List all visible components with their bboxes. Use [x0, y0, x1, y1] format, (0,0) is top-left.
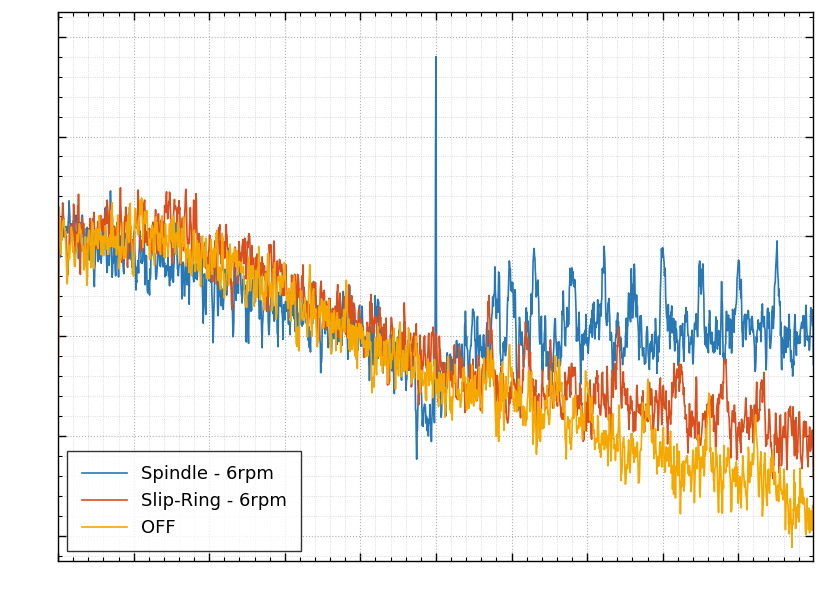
- Slip-Ring - 6rpm: [768, 475, 778, 482]
- Slip-Ring - 6rpm: [421, 362, 431, 369]
- Slip-Ring - 6rpm: [91, 241, 101, 248]
- OFF: [421, 396, 431, 404]
- Slip-Ring - 6rpm: [401, 351, 411, 358]
- Spindle - 6rpm: [91, 225, 101, 232]
- OFF: [648, 426, 658, 433]
- OFF: [787, 516, 797, 523]
- Slip-Ring - 6rpm: [808, 474, 818, 481]
- Spindle - 6rpm: [787, 364, 797, 371]
- Line: Spindle - 6rpm: Spindle - 6rpm: [58, 57, 813, 459]
- Spindle - 6rpm: [648, 346, 658, 353]
- Line: Slip-Ring - 6rpm: Slip-Ring - 6rpm: [58, 188, 813, 478]
- OFF: [787, 544, 797, 551]
- Slip-Ring - 6rpm: [115, 184, 125, 191]
- Slip-Ring - 6rpm: [648, 427, 658, 434]
- OFF: [401, 342, 411, 349]
- Spindle - 6rpm: [412, 455, 422, 463]
- Spindle - 6rpm: [53, 384, 63, 391]
- Spindle - 6rpm: [808, 361, 818, 368]
- Legend: Spindle - 6rpm, Slip-Ring - 6rpm, OFF: Spindle - 6rpm, Slip-Ring - 6rpm, OFF: [67, 451, 301, 552]
- OFF: [788, 519, 798, 526]
- Slip-Ring - 6rpm: [787, 432, 797, 439]
- Spindle - 6rpm: [400, 362, 410, 369]
- OFF: [53, 378, 63, 385]
- OFF: [808, 510, 818, 517]
- Slip-Ring - 6rpm: [53, 391, 63, 398]
- Spindle - 6rpm: [421, 411, 431, 418]
- Line: OFF: OFF: [58, 198, 813, 548]
- Spindle - 6rpm: [431, 53, 441, 60]
- Slip-Ring - 6rpm: [788, 422, 798, 430]
- Spindle - 6rpm: [788, 356, 798, 363]
- OFF: [91, 225, 101, 232]
- OFF: [137, 195, 147, 202]
